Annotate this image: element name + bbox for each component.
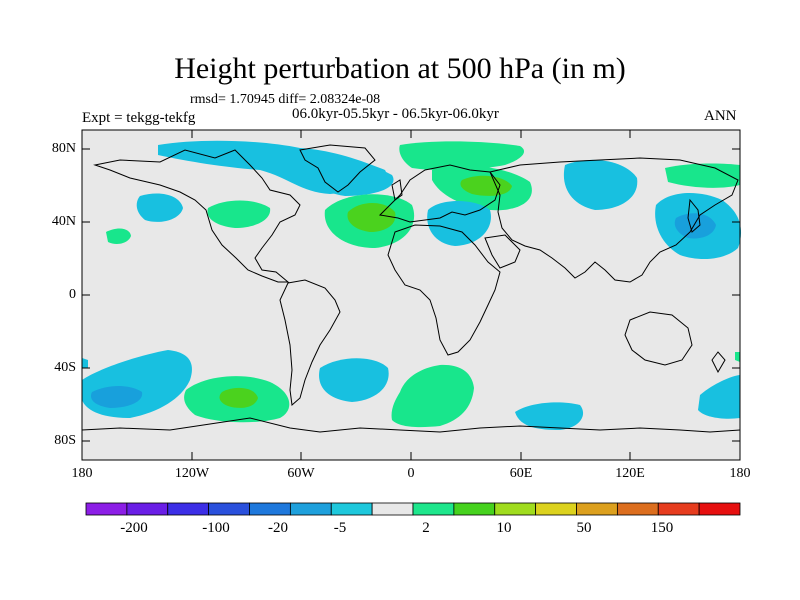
lat-label: 80N — [51, 141, 76, 156]
contour-blue-core — [674, 213, 716, 239]
coastline-uk — [391, 179, 403, 201]
lat-label: 40S — [54, 360, 76, 375]
coastlines — [81, 144, 741, 433]
colorbar-swatch — [698, 502, 741, 516]
colorbar — [85, 502, 741, 516]
contour-fills — [82, 140, 742, 430]
lat-label: 40N — [51, 214, 76, 229]
colorbar-swatch — [330, 502, 373, 516]
colorbar-label: 50 — [576, 520, 592, 536]
colorbar-swatch — [576, 502, 618, 516]
contour-blue — [301, 157, 394, 196]
period-label: 06.0kyr-05.5kyr - 06.5kyr-06.0kyr — [292, 106, 499, 122]
colorbar-swatch — [289, 502, 332, 516]
contour-blue — [427, 201, 491, 246]
colorbar-swatch — [657, 502, 700, 516]
coastline-japan — [687, 198, 701, 233]
colorbar-swatch — [412, 502, 455, 516]
colorbar-swatch — [208, 502, 250, 516]
lon-label: 120E — [615, 466, 645, 481]
colorbar-swatch — [249, 502, 291, 516]
colorbar-swatch — [85, 502, 128, 516]
contour-green — [665, 163, 740, 188]
lat-label: 80S — [54, 433, 76, 448]
contour-green — [207, 200, 271, 228]
season-label: ANN — [704, 108, 737, 124]
colorbar-swatch — [371, 502, 414, 516]
colorbar-label: 150 — [650, 520, 674, 536]
contour-green-core — [460, 175, 512, 196]
contour-blue — [136, 193, 183, 222]
contour-green — [106, 228, 131, 244]
colorbar-label: -5 — [333, 520, 347, 536]
coastline-asia — [489, 157, 739, 283]
contour-green-core — [347, 203, 396, 232]
contour-green — [391, 364, 474, 428]
colorbar-swatch — [167, 502, 210, 516]
colorbar-label: -200 — [120, 520, 148, 536]
coastline-arabia — [484, 234, 521, 269]
contour-blue — [563, 159, 638, 210]
colorbar-swatch — [494, 502, 537, 516]
contour-blue — [319, 358, 389, 402]
contour-green — [735, 352, 740, 362]
contour-blue — [698, 375, 740, 419]
contour-blue-core — [90, 386, 143, 408]
colorbar-swatch — [453, 502, 496, 516]
colorbar-label: -100 — [202, 520, 230, 536]
coastline-europe — [378, 164, 501, 223]
lon-label: 60E — [509, 466, 533, 481]
coastline-north-america — [93, 149, 301, 283]
contour-green — [399, 141, 525, 171]
lon-label: 180 — [729, 466, 751, 481]
colorbar-label: 10 — [496, 520, 512, 536]
coastline-africa — [387, 224, 501, 356]
colorbar-swatch — [616, 502, 659, 516]
plot-title: Height perturbation at 500 hPa (in m) — [174, 52, 626, 85]
lon-ticks — [191, 130, 631, 460]
colorbar-label: 2 — [422, 520, 430, 536]
lon-label: 120W — [174, 466, 210, 481]
lon-label: 60W — [287, 466, 315, 481]
contour-green-core — [219, 387, 258, 408]
coastline-new-zealand — [711, 351, 726, 374]
colorbar-swatch — [535, 502, 577, 516]
lon-label: 0 — [407, 466, 415, 481]
coastline-south-america — [279, 279, 341, 406]
experiment-label: Expt = tekgg-tekfg — [82, 110, 196, 126]
lat-label: 0 — [69, 287, 76, 302]
coastline-antarctica — [81, 417, 741, 433]
coastline-australia — [624, 311, 693, 366]
contour-blue — [82, 358, 88, 368]
stats-text: rmsd= 1.70945 diff= 2.08324e-08 — [190, 92, 381, 107]
lat-ticks — [82, 148, 740, 442]
colorbar-swatch — [126, 502, 169, 516]
coastline-greenland — [299, 144, 376, 193]
contour-blue — [515, 402, 584, 430]
colorbar-label: -20 — [268, 520, 288, 536]
lon-label: 180 — [71, 466, 93, 481]
